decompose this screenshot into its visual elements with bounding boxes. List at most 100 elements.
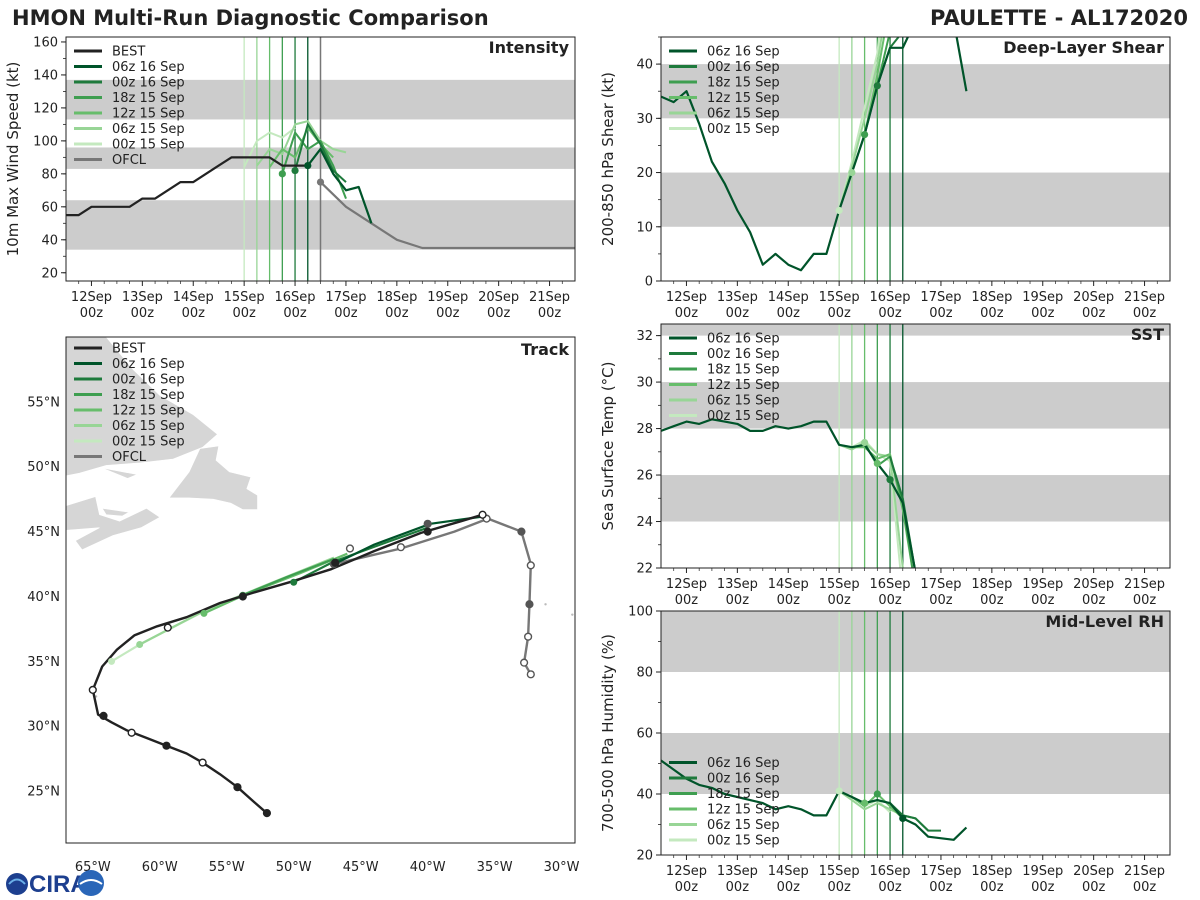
track-ytick-label: 50°N bbox=[27, 460, 60, 475]
intensity-legend-label: OFCL bbox=[112, 153, 147, 168]
sst-legend-label: 06z 16 Sep bbox=[707, 332, 780, 347]
shear-xtick-label-hour: 00z bbox=[1082, 306, 1106, 321]
cira-logo: CIRA bbox=[6, 870, 104, 898]
track-panel: 65°W 60°W 55°W 50°W 45°W 40°W 35°W 30°W 25°N 30°N… bbox=[27, 336, 580, 875]
track-series-run_18z15 bbox=[242, 557, 335, 597]
rh-xtick-label-day: 13Sep bbox=[717, 864, 758, 879]
track-ytick-label: 40°N bbox=[27, 590, 60, 605]
intensity-ylabel: 10m Max Wind Speed (kt) bbox=[4, 62, 22, 257]
shear-ytick-label: 40 bbox=[636, 58, 653, 73]
rh-xtick-label-day: 21Sep bbox=[1124, 864, 1165, 879]
sst-xtick-label-hour: 00z bbox=[1082, 593, 1106, 608]
sst-xtick-label-day: 17Sep bbox=[920, 577, 961, 592]
shear-xtick-label-hour: 00z bbox=[929, 306, 953, 321]
track-xtick-label: 60°W bbox=[142, 860, 178, 875]
intensity-series-ofcl bbox=[319, 181, 575, 250]
storm-id-title: PAULETTE - AL172020 bbox=[930, 6, 1188, 30]
track-legend-label: 18z 15 Sep bbox=[112, 388, 185, 403]
track-series-run_06z16 bbox=[333, 514, 487, 566]
track-xtick-label: 30°W bbox=[544, 860, 580, 875]
rh-xtick-label-hour: 00z bbox=[1031, 880, 1055, 895]
shear-xtick-label-hour: 00z bbox=[1031, 306, 1055, 321]
track-best-point bbox=[478, 510, 487, 519]
rh-xtick-label-hour: 00z bbox=[726, 880, 750, 895]
sst-xtick-label-day: 19Sep bbox=[1022, 577, 1063, 592]
sst-ytick-label: 28 bbox=[636, 422, 653, 437]
sst-marker-1 bbox=[873, 459, 881, 468]
rh-xtick-label-hour: 00z bbox=[980, 880, 1004, 895]
shear-legend-label: 06z 16 Sep bbox=[707, 45, 780, 60]
sst-xtick-label-hour: 00z bbox=[1031, 593, 1055, 608]
intensity-ytick-label: 60 bbox=[41, 200, 58, 215]
shear-plot-area bbox=[661, 37, 1170, 281]
rh-xtick-label-hour: 00z bbox=[1133, 880, 1157, 895]
intensity-ytick-label: 140 bbox=[33, 68, 58, 83]
track-ytick-label: 55°N bbox=[27, 395, 60, 410]
rh-xtick-label-hour: 00z bbox=[929, 880, 953, 895]
rh-legend-label: 12z 15 Sep bbox=[707, 802, 780, 817]
track-run-start-run_00z16 bbox=[290, 578, 298, 586]
track-legend-label: 06z 15 Sep bbox=[112, 419, 185, 434]
sst-band-2 bbox=[661, 324, 1170, 336]
intensity-xtick-label-hour: 00z bbox=[131, 306, 155, 321]
intensity-xtick-label-day: 14Sep bbox=[173, 290, 214, 305]
sst-xtick-label-day: 20Sep bbox=[1073, 577, 1114, 592]
track-series-ofcl bbox=[333, 517, 532, 675]
rh-xtick-label-day: 19Sep bbox=[1022, 864, 1063, 879]
rh-xtick-label-day: 14Sep bbox=[768, 864, 809, 879]
sst-ytick-label: 32 bbox=[636, 329, 653, 344]
rh-xtick-label-day: 20Sep bbox=[1073, 864, 1114, 879]
shear-xtick-label-day: 18Sep bbox=[971, 290, 1012, 305]
intensity-ytick-label: 120 bbox=[33, 101, 58, 116]
intensity-xtick-label-hour: 00z bbox=[487, 306, 511, 321]
intensity-legend-label: 18z 15 Sep bbox=[112, 91, 185, 106]
shear-ytick-label: 20 bbox=[636, 166, 653, 181]
rh-xtick-label-hour: 00z bbox=[827, 880, 851, 895]
track-run-start-run_00z15 bbox=[108, 657, 116, 665]
track-ofcl-point bbox=[517, 527, 526, 536]
rh-ytick-label: 40 bbox=[636, 788, 653, 803]
shear-band-1 bbox=[661, 64, 1170, 119]
logo-swoosh-icon bbox=[8, 878, 26, 885]
track-ofcl-point bbox=[524, 632, 533, 641]
rh-xtick-label-hour: 00z bbox=[878, 880, 902, 895]
intensity-series-best bbox=[66, 156, 308, 217]
rh-ytick-label: 60 bbox=[636, 727, 653, 742]
intensity-ytick-label: 80 bbox=[41, 167, 58, 182]
sst-xtick-label-day: 16Sep bbox=[870, 577, 911, 592]
sst-xtick-label-day: 13Sep bbox=[717, 577, 758, 592]
shear-band-0 bbox=[661, 172, 1170, 227]
sst-marker-0 bbox=[861, 438, 869, 447]
intensity-xtick-label-day: 13Sep bbox=[122, 290, 163, 305]
intensity-plot-area bbox=[66, 37, 575, 281]
intensity-xtick-label-day: 16Sep bbox=[275, 290, 316, 305]
logo-seal-icon bbox=[78, 870, 104, 896]
shear-xtick-label-day: 21Sep bbox=[1124, 290, 1165, 305]
rh-panel: 2040608010012Sep00z13Sep00z14Sep00z15Sep… bbox=[599, 605, 1171, 895]
track-run-start-run_12z15 bbox=[200, 609, 208, 617]
rh-ytick-label: 100 bbox=[628, 605, 653, 620]
shear-legend-label: 12z 15 Sep bbox=[707, 91, 780, 106]
track-ofcl-point bbox=[526, 561, 535, 570]
figure-title: HMON Multi-Run Diagnostic Comparison bbox=[12, 6, 489, 30]
rh-xtick-label-day: 12Sep bbox=[666, 864, 707, 879]
track-best-point bbox=[262, 809, 272, 818]
intensity-legend-label: 12z 15 Sep bbox=[112, 107, 185, 122]
track-best-point bbox=[331, 558, 340, 567]
sst-series-run_06z16 bbox=[661, 418, 916, 568]
intensity-legend-label: 06z 16 Sep bbox=[112, 60, 185, 75]
rh-xtick-label-day: 16Sep bbox=[870, 864, 911, 879]
shear-legend-label: 06z 15 Sep bbox=[707, 107, 780, 122]
shear-ytick-label: 10 bbox=[636, 220, 653, 235]
shear-xtick-label-hour: 00z bbox=[675, 306, 699, 321]
sst-xtick-label-hour: 00z bbox=[980, 593, 1004, 608]
intensity-xtick-label-hour: 00z bbox=[283, 306, 307, 321]
track-legend-label: OFCL bbox=[112, 450, 147, 465]
sst-panel: 22242628303212Sep00z13Sep00z14Sep00z15Se… bbox=[599, 323, 1171, 608]
land-mass-1 bbox=[168, 445, 258, 510]
track-ofcl-point bbox=[519, 658, 529, 667]
shear-marker-1 bbox=[848, 168, 856, 177]
intensity-series-run_00z16 bbox=[294, 123, 347, 183]
sst-xtick-label-hour: 00z bbox=[675, 593, 699, 608]
intensity-legend-label: 00z 16 Sep bbox=[112, 76, 185, 91]
